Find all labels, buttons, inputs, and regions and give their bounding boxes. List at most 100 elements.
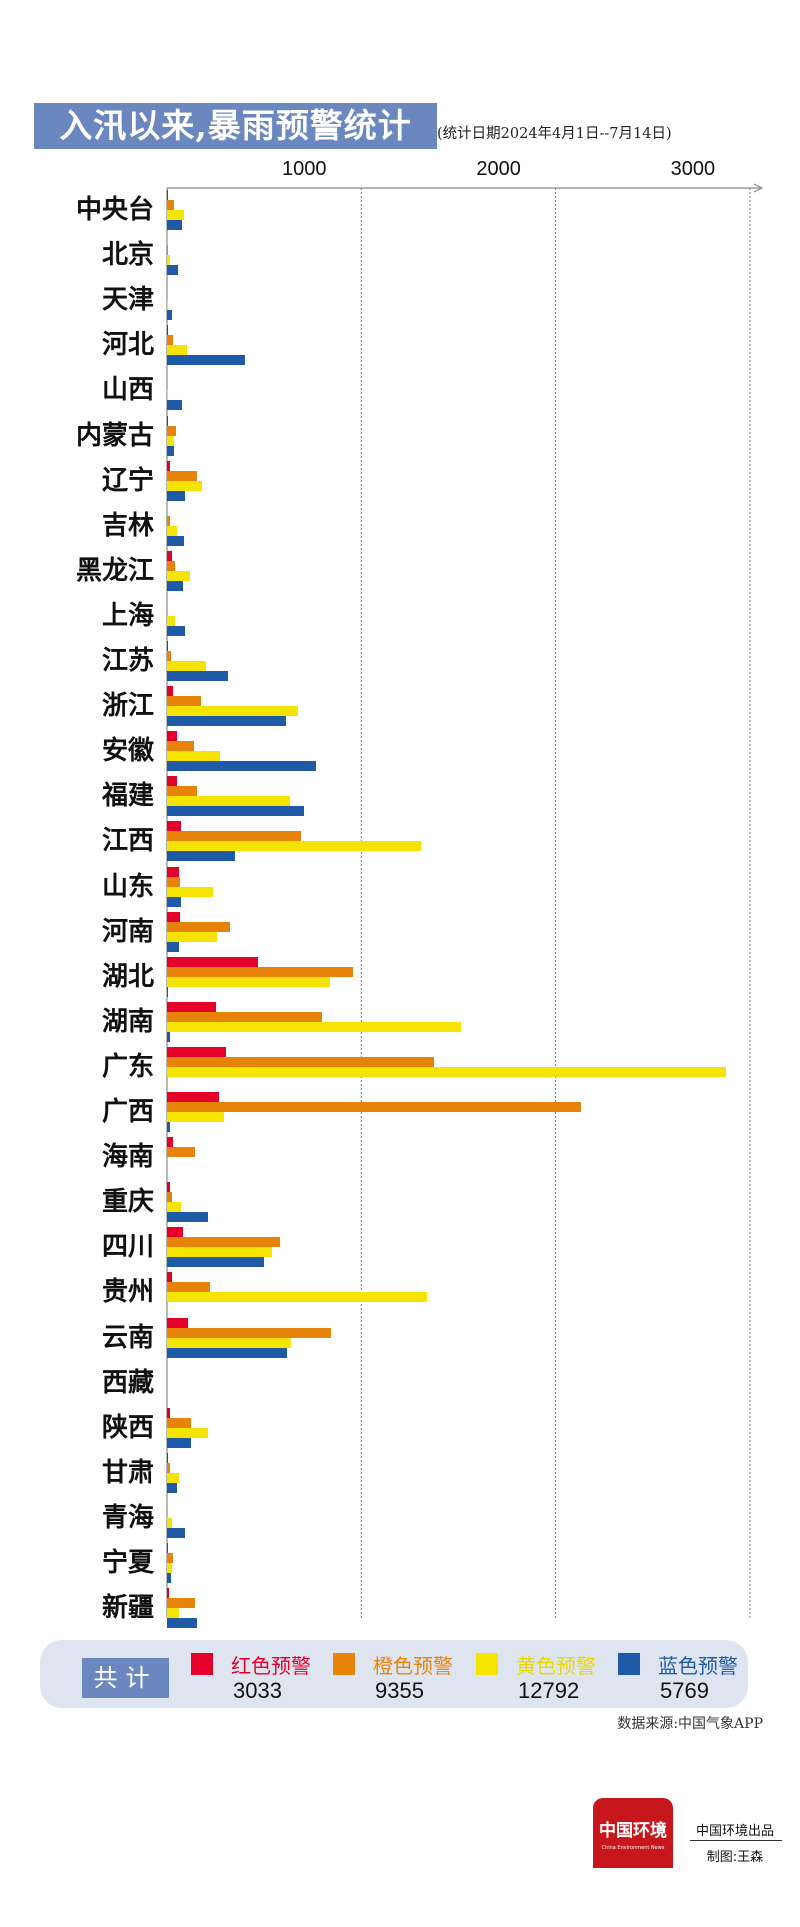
category-label: 四川 — [101, 1232, 154, 1263]
bar-blue-warning — [167, 716, 286, 727]
bar-orange-warning — [167, 1102, 581, 1112]
divider — [690, 1840, 782, 1841]
bar-blue-warning — [167, 535, 185, 546]
bar-yellow-warning — [167, 1472, 180, 1483]
legend-total-value: 5769 — [660, 1678, 709, 1703]
bar-yellow-warning — [167, 1066, 727, 1077]
bar-blue-warning — [167, 1482, 178, 1493]
bar-blue-warning — [167, 1212, 208, 1223]
bar-chart: 中央台 北京 天津 河北 山西 内蒙古 辽宁 吉林 黑龙江 上海 江苏 浙江 安徽 福建 江西 山东 河南 湖北湖… — [75, 183, 764, 1629]
bar-orange-warning — [167, 560, 175, 571]
bar-blue-warning — [167, 1122, 171, 1132]
credit-text: 制图:王森 — [706, 1850, 764, 1865]
legend-swatch — [618, 1653, 640, 1675]
bar-red-warning — [167, 550, 172, 561]
total-label: 共计 — [82, 1658, 169, 1698]
bar-red-warning — [167, 1588, 170, 1599]
legend-label: 橙色预警 — [373, 1654, 453, 1678]
bar-orange-warning — [167, 470, 198, 481]
bar-orange-warning — [167, 786, 198, 797]
bar-blue-warning — [167, 580, 184, 591]
category-label: 广西 — [101, 1097, 154, 1127]
bar-blue-warning — [167, 1527, 185, 1538]
x-tick-label: 2000 — [476, 158, 521, 180]
legend-swatch — [333, 1653, 355, 1675]
bar-red-warning — [167, 1046, 227, 1057]
legend-total-value: 9355 — [375, 1678, 424, 1703]
bar-blue-warning — [167, 490, 185, 501]
bar-yellow-warning — [167, 480, 203, 491]
bar-yellow-warning — [167, 390, 169, 401]
category-label: 内蒙古 — [75, 420, 154, 451]
category-label: 贵州 — [101, 1277, 154, 1308]
bar-blue-warning — [167, 671, 228, 681]
chart-title: 入汛以来,暴雨预警统计 — [34, 103, 437, 149]
bar-blue-warning — [167, 1618, 198, 1629]
bar-yellow-warning — [167, 1292, 427, 1303]
bar-yellow-warning — [167, 1563, 172, 1573]
category-label: 江苏 — [101, 646, 154, 676]
bar-yellow-warning — [167, 1427, 209, 1438]
bar-orange-warning — [167, 200, 174, 210]
bar-red-warning — [167, 1317, 189, 1328]
category-label: 云南 — [101, 1322, 154, 1353]
bar-blue-warning — [167, 1031, 171, 1042]
logo-text: 中国环境 — [599, 1821, 667, 1841]
legend-total-value: 12792 — [518, 1678, 580, 1703]
legend-label: 黄色预警 — [516, 1654, 596, 1678]
china-environment-logo: 中国环境 China Environment News — [593, 1798, 673, 1868]
legend-totals: 共计 红色预警 3033 橙色预警 9355 黄色预警 12792 蓝色预警 5769 — [40, 1640, 748, 1708]
bar-red-warning — [167, 1227, 183, 1238]
category-label: 西藏 — [101, 1367, 154, 1398]
bar-yellow-warning — [167, 886, 214, 897]
category-label: 重庆 — [101, 1187, 154, 1218]
category-label: 江西 — [101, 826, 154, 857]
producer-text: 中国环境出品 — [695, 1824, 774, 1839]
bar-red-warning — [167, 460, 170, 471]
bar-blue-warning — [167, 445, 175, 456]
bar-yellow-warning — [167, 570, 191, 581]
bar-red-warning — [167, 731, 178, 742]
bar-orange-warning — [167, 1553, 174, 1563]
bar-blue-warning — [167, 1347, 287, 1358]
bar-orange-warning — [167, 921, 230, 932]
bar-red-warning — [167, 325, 169, 336]
bar-red-warning — [167, 686, 174, 697]
category-label: 山西 — [101, 375, 154, 406]
x-tick-label: 1000 — [282, 158, 327, 180]
bar-yellow-warning — [167, 435, 175, 446]
category-label: 河北 — [101, 330, 154, 361]
bar-blue-warning — [167, 355, 246, 366]
bar-yellow-warning — [167, 1247, 272, 1258]
category-label: 福建 — [101, 781, 154, 812]
legend-swatch — [476, 1653, 498, 1675]
bar-yellow-warning — [167, 931, 218, 942]
bar-orange-warning — [167, 515, 171, 526]
category-label: 新疆 — [101, 1593, 154, 1624]
category-label: 甘肃 — [101, 1457, 154, 1488]
category-label: 广东 — [101, 1051, 154, 1082]
bar-yellow-warning — [167, 210, 185, 220]
x-tick-label: 3000 — [670, 158, 716, 180]
bar-red-warning — [167, 1137, 173, 1148]
bar-yellow-warning — [167, 1517, 173, 1528]
category-label: 青海 — [101, 1502, 154, 1533]
legend-swatch — [191, 1653, 213, 1675]
category-label: 河南 — [101, 916, 154, 947]
category-label: 海南 — [101, 1142, 154, 1173]
bar-yellow-warning — [167, 796, 290, 807]
category-label: 浙江 — [101, 691, 154, 722]
bar-yellow-warning — [167, 1112, 224, 1122]
date-range-subtitle: (统计日期2024年4月1日--7月14日) — [437, 126, 672, 142]
bar-blue-warning — [167, 1437, 192, 1448]
bar-blue-warning — [167, 625, 186, 636]
bar-red-warning — [167, 776, 178, 787]
bar-yellow-warning — [167, 1021, 461, 1032]
category-label: 湖南 — [101, 1006, 154, 1037]
bar-red-warning — [167, 1272, 173, 1283]
bar-orange-warning — [167, 1327, 332, 1338]
bar-yellow-warning — [167, 751, 221, 762]
category-label: 陕西 — [101, 1412, 154, 1443]
data-source: 数据来源:中国气象APP — [617, 1716, 763, 1732]
bar-blue-warning — [167, 310, 173, 321]
